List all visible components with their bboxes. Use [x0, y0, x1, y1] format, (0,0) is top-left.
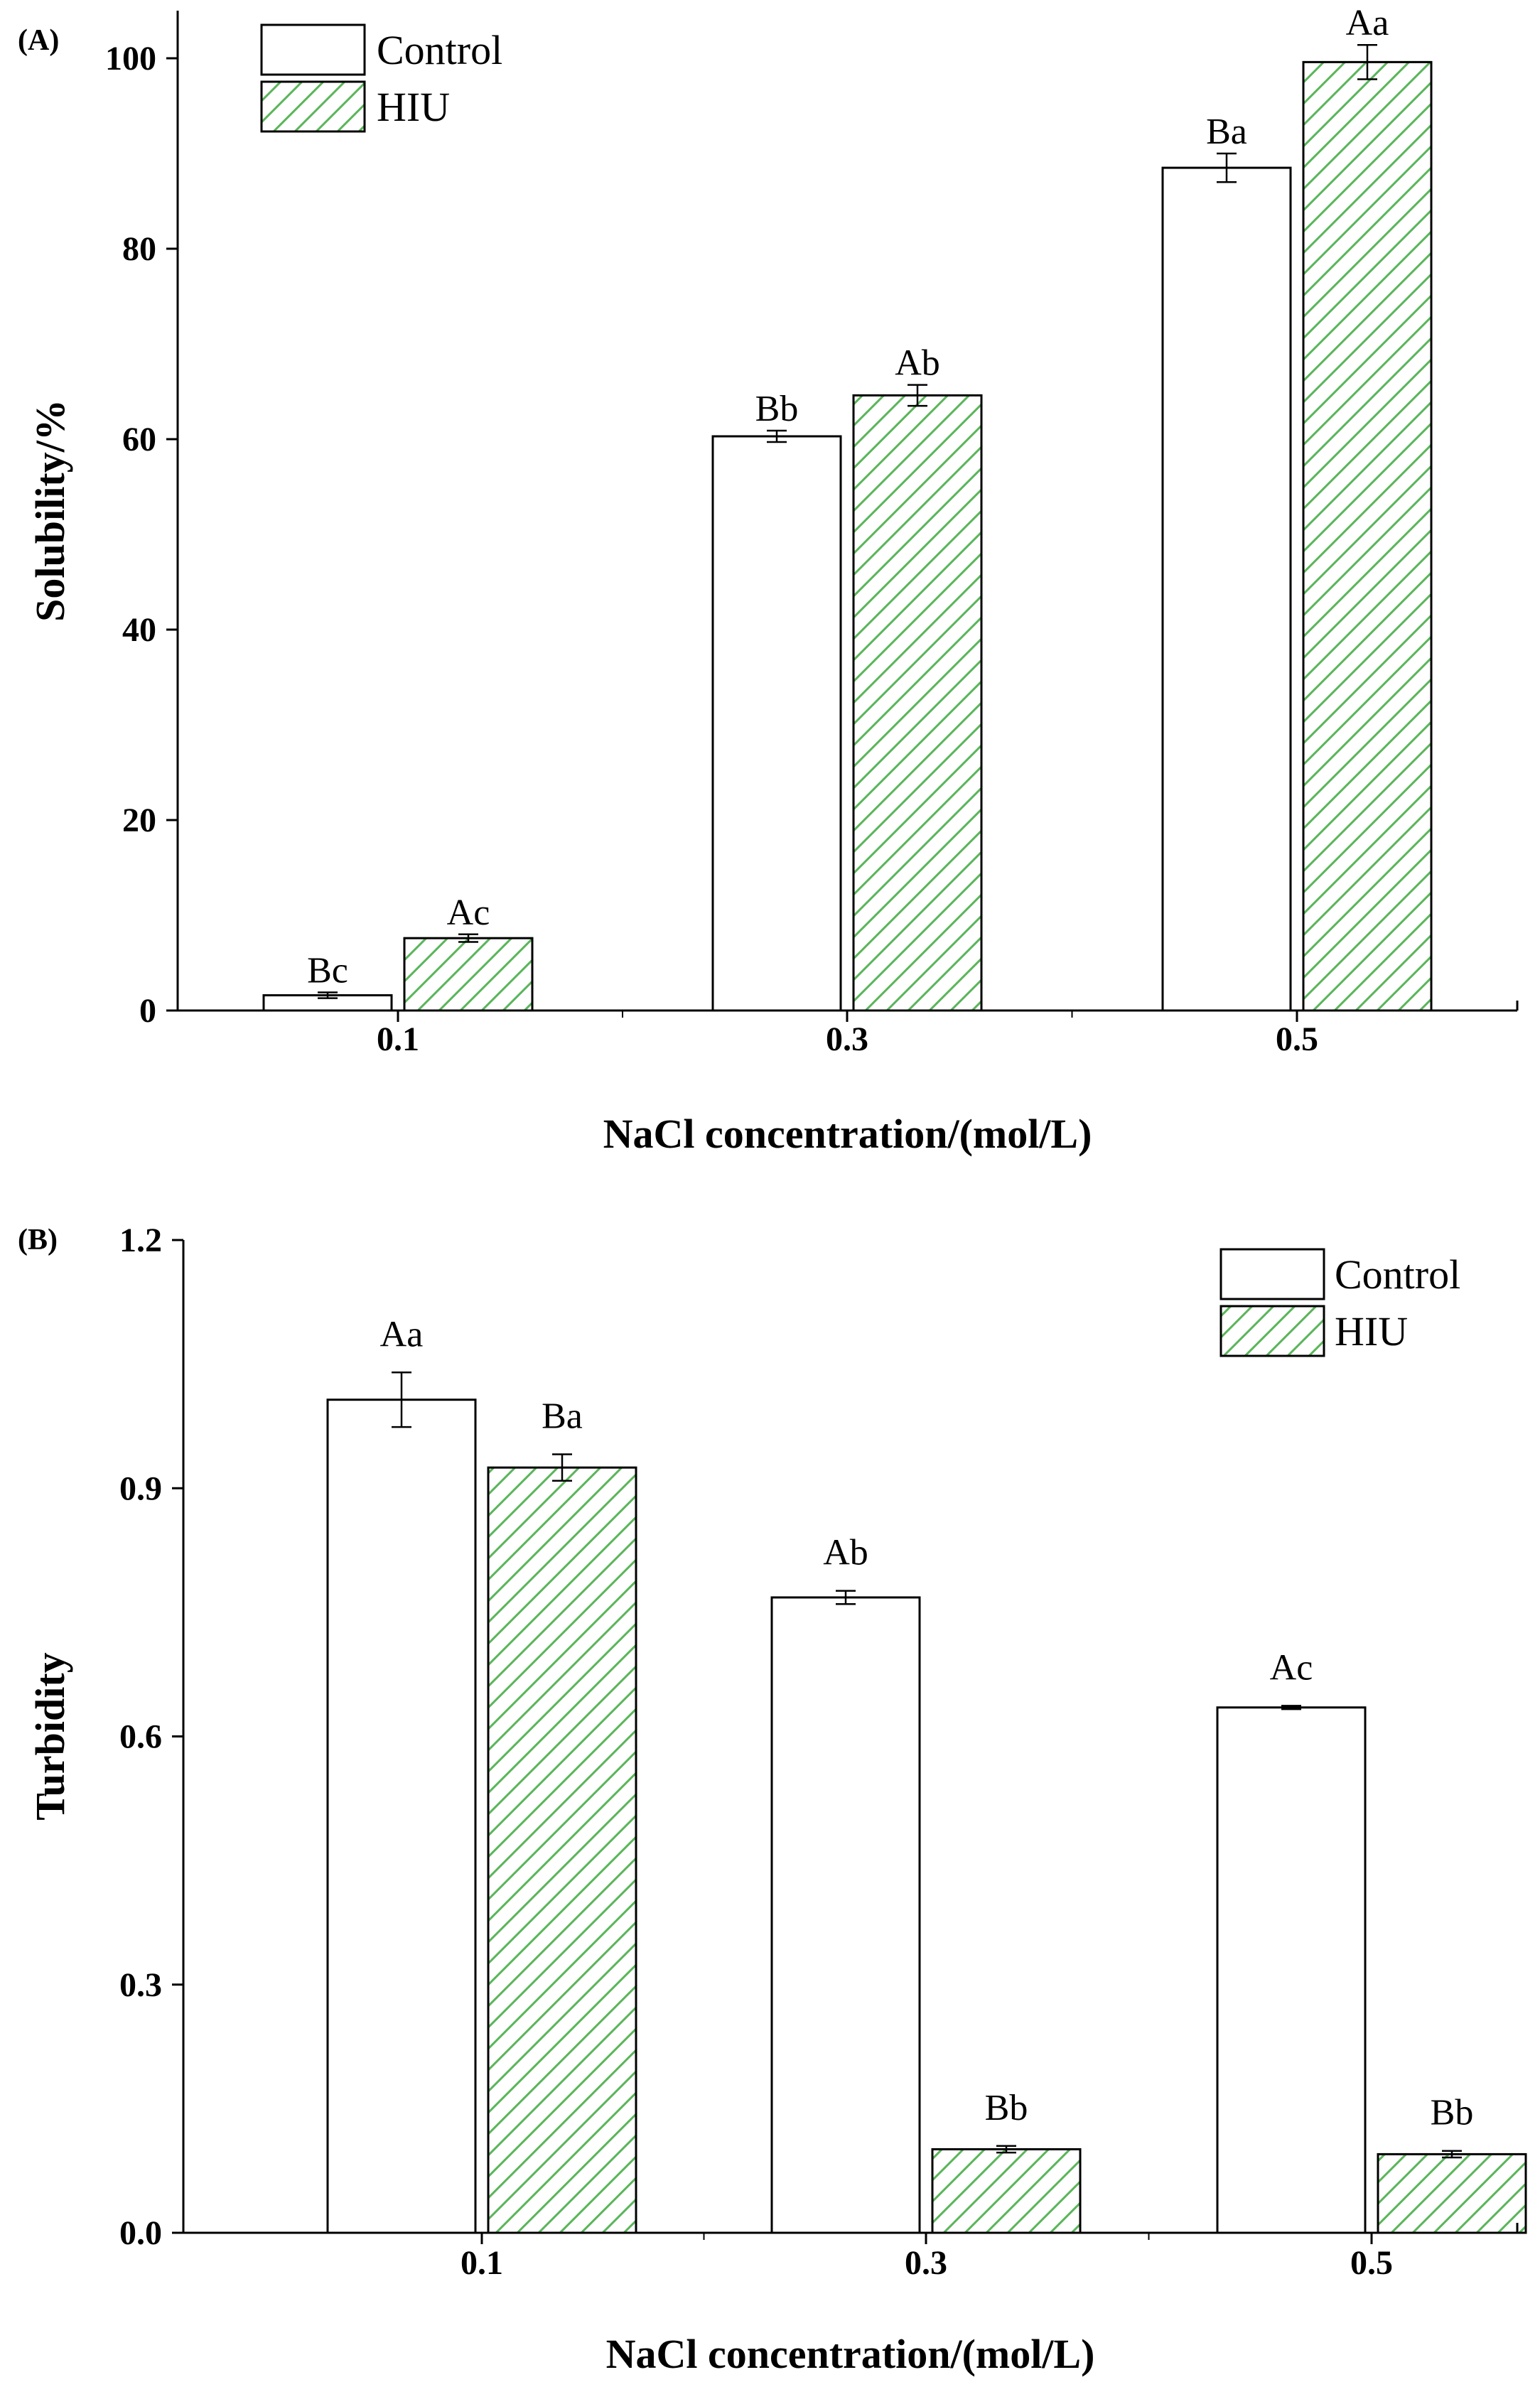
control-bar — [1216, 1706, 1367, 2234]
y-axis-title: Turbidity — [27, 1652, 73, 1820]
x-tick-label: 0.3 — [826, 1020, 868, 1058]
y-tick-label: 20 — [122, 802, 156, 839]
control-bar — [1161, 166, 1292, 1012]
chart-panel-b: (B) 0.0 0.3 0.6 0.9 1.2 0.1 0.3 0.5 NaCl concentr… — [18, 1222, 1527, 2377]
control-bar — [770, 1596, 921, 2234]
hiu-bar — [403, 937, 534, 1012]
x-tick-label: 0.5 — [1276, 1020, 1318, 1058]
control-bar — [326, 1399, 477, 2234]
significance-label: Ac — [447, 893, 490, 933]
x-tick-label: 0.1 — [377, 1020, 419, 1058]
significance-label: Ba — [542, 1396, 583, 1437]
y-tick-label: 0.0 — [119, 2214, 162, 2252]
legend-swatch — [1219, 1248, 1325, 1300]
x-tick-label: 0.3 — [905, 2244, 947, 2282]
hiu-bar — [487, 1466, 637, 2234]
y-tick-label: 80 — [122, 230, 156, 268]
legend-entry: Control — [1335, 1251, 1460, 1298]
significance-label: Bc — [307, 951, 348, 991]
legend-swatch — [260, 23, 366, 76]
x-axis-title: NaCl concentration/(mol/L) — [606, 2331, 1095, 2377]
significance-label: Ab — [823, 1533, 868, 1573]
significance-label: Aa — [1346, 3, 1389, 43]
hiu-bar — [852, 394, 983, 1012]
control-bar — [711, 435, 842, 1012]
significance-label: Ab — [895, 343, 940, 384]
legend-entry: Control — [377, 27, 502, 73]
y-tick-label: 0.3 — [119, 1966, 162, 2004]
significance-label: Bb — [755, 389, 799, 429]
legend-swatch — [1219, 1305, 1325, 1357]
legend-entry: HIU — [1335, 1308, 1408, 1354]
panel-label: (A) — [18, 24, 59, 57]
chart-panel-a: (A) 0 20 40 60 80 100 0.1 0.3 0.5 NaCl concentrati… — [18, 3, 1519, 1157]
y-tick-label: 40 — [122, 611, 156, 649]
significance-label: Ac — [1270, 1647, 1313, 1688]
y-tick-label: 60 — [122, 421, 156, 458]
significance-label: Ba — [1206, 112, 1247, 152]
panel-label: (B) — [18, 1224, 58, 1256]
x-tick-label: 0.5 — [1350, 2244, 1393, 2282]
y-tick-label: 0.6 — [119, 1718, 162, 1756]
hiu-bar — [1302, 60, 1433, 1012]
x-tick-label: 0.1 — [461, 2244, 503, 2282]
y-tick-label: 1.2 — [119, 1222, 162, 1259]
significance-label: Bb — [1431, 2093, 1474, 2133]
hiu-bar — [1377, 2152, 1527, 2234]
y-tick-label: 0.9 — [119, 1470, 162, 1507]
legend-swatch — [260, 80, 366, 133]
legend-entry: HIU — [377, 84, 450, 130]
hiu-bar — [931, 2148, 1082, 2234]
x-axis-title: NaCl concentration/(mol/L) — [603, 1111, 1092, 1157]
y-axis-title: Solubility/% — [27, 399, 73, 622]
y-tick-label: 100 — [105, 40, 156, 77]
significance-label: Bb — [985, 2088, 1028, 2128]
y-tick-label: 0 — [139, 992, 156, 1030]
significance-label: Aa — [380, 1314, 424, 1354]
